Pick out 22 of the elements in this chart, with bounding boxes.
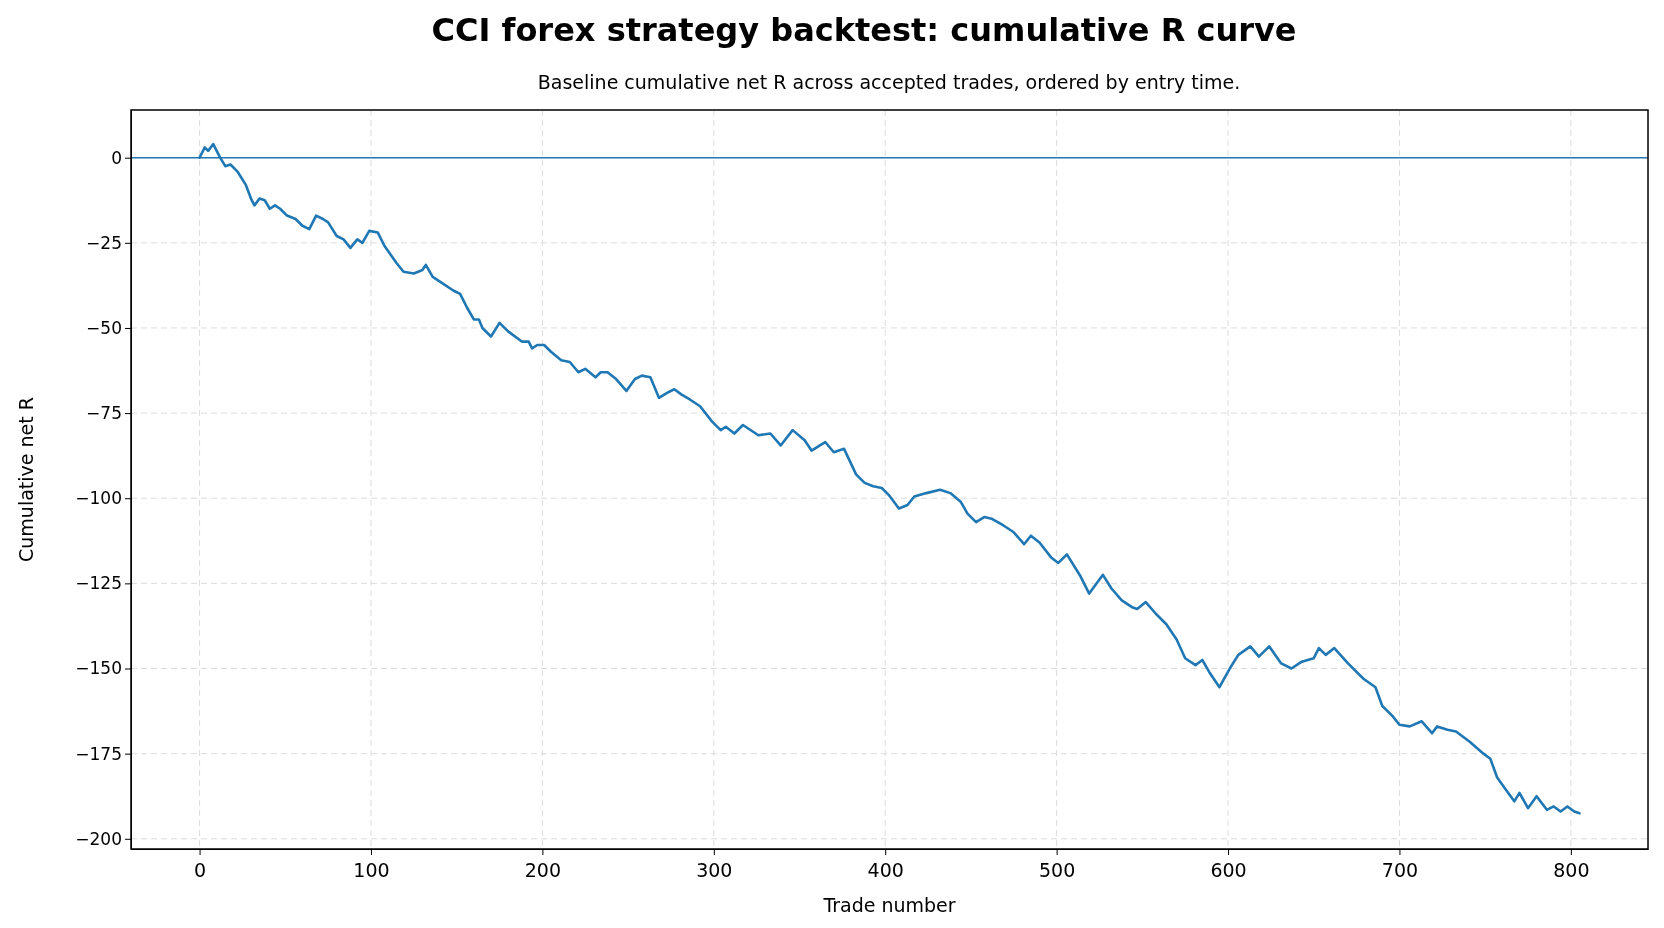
x-axis-title: Trade number	[822, 894, 956, 916]
x-tick-label: 200	[524, 859, 562, 881]
x-tick-label: 300	[696, 859, 733, 881]
y-tick-label: 0	[111, 147, 122, 168]
chart-title: CCI forex strategy backtest: cumulative R curve	[431, 11, 1297, 49]
y-tick-label: −150	[75, 658, 122, 679]
y-tick-label: −125	[75, 573, 122, 594]
x-tick-label: 800	[1553, 859, 1590, 881]
x-tick-label: 100	[353, 859, 390, 881]
y-axis-title: Cumulative net R	[15, 397, 37, 562]
y-tick-label: −50	[86, 317, 122, 338]
chart-subtitle: Baseline cumulative net R across accepted trades, ordered by entry time.	[537, 71, 1241, 93]
y-tick-label: −100	[75, 488, 122, 509]
y-tick-label: −175	[75, 743, 122, 764]
y-tick-label: −25	[86, 232, 122, 253]
x-tick-label: 700	[1381, 859, 1419, 881]
x-tick-label: 0	[194, 859, 207, 881]
x-tick-label: 500	[1038, 859, 1076, 881]
y-tick-label: −75	[86, 403, 122, 424]
x-tick-label: 400	[867, 859, 904, 881]
y-tick-label: −200	[75, 828, 122, 849]
x-tick-label: 600	[1210, 859, 1247, 881]
